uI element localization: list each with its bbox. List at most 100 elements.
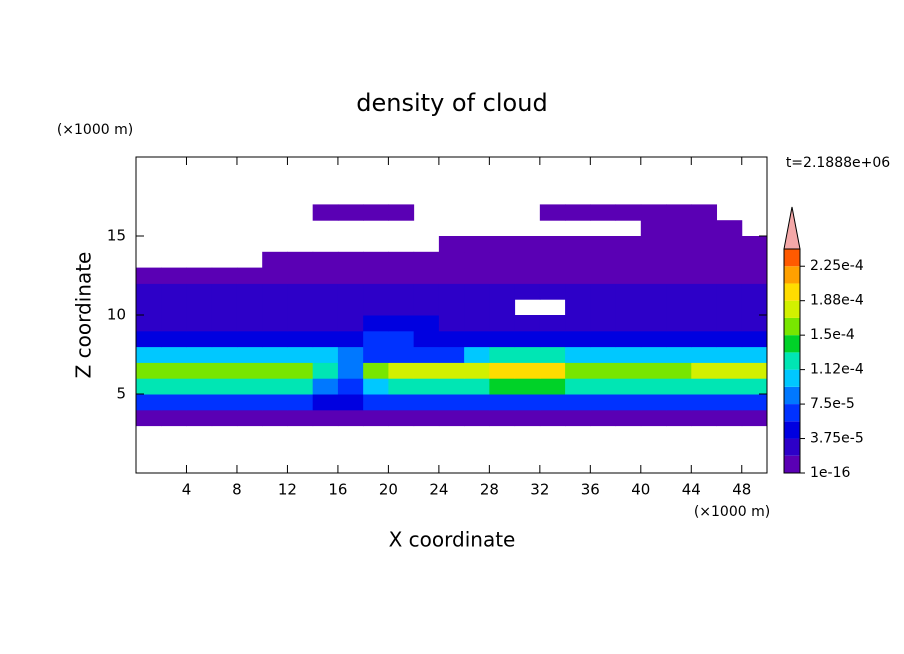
contour-cell (590, 204, 617, 221)
contour-cell (312, 378, 339, 395)
contour-cell (136, 330, 162, 348)
contour-cell (186, 299, 213, 316)
contour-cell (640, 251, 667, 269)
contour-cell (136, 394, 162, 411)
contour-cell (413, 378, 440, 395)
contour-cell (741, 283, 768, 300)
contour-cell (388, 283, 415, 300)
contour-cell (691, 283, 718, 300)
contour-cell (186, 394, 213, 411)
contour-cell (489, 299, 516, 316)
contour-cell (413, 267, 440, 284)
contour-cell (590, 362, 617, 379)
contour-cell (716, 378, 743, 395)
contour-cell (640, 220, 667, 237)
contour-cell (691, 346, 718, 363)
contour-cell (539, 409, 566, 427)
contour-cell (741, 409, 768, 427)
contour-cell (211, 409, 238, 427)
contour-cell (489, 251, 516, 269)
contour-cell (363, 204, 389, 221)
contour-cell (438, 378, 465, 395)
colorbar-tick-label: 1.12e-4 (810, 362, 864, 378)
contour-cell (337, 378, 364, 395)
contour-cell (615, 346, 642, 363)
contour-cell (211, 362, 238, 379)
contour-cell (615, 283, 642, 300)
contour-cell (615, 378, 642, 395)
contour-cell (312, 409, 339, 427)
contour-cell (464, 330, 490, 348)
contour-cell (413, 315, 440, 332)
contour-cell (615, 394, 642, 411)
contour-cell (615, 251, 642, 269)
contour-cell (388, 378, 415, 395)
contour-cell (489, 267, 516, 284)
contour-cell (590, 315, 617, 332)
contour-cell (136, 378, 162, 395)
contour-cell (666, 315, 692, 332)
contour-cell (464, 283, 490, 300)
contour-cell (640, 204, 667, 221)
contour-cell (161, 409, 187, 427)
time-label: t=2.1888e+06 (786, 155, 890, 171)
contour-cell (337, 394, 364, 411)
x-tick-label: 28 (480, 481, 499, 499)
contour-cell (615, 204, 642, 221)
contour-cell (565, 378, 591, 395)
contour-cell (464, 236, 490, 253)
contour-cell (337, 346, 364, 363)
contour-cell (363, 346, 389, 363)
contour-cell (236, 346, 263, 363)
contour-cell (287, 283, 314, 300)
contour-cell (565, 315, 591, 332)
contour-cell (539, 330, 566, 348)
contour-cell (438, 299, 465, 316)
contour-cell (262, 299, 288, 316)
contour-cell (262, 394, 288, 411)
contour-cell (363, 283, 389, 300)
x-tick-label: 24 (429, 481, 448, 499)
contour-cell (514, 378, 541, 395)
contour-cell (716, 220, 743, 237)
contour-cell (666, 204, 692, 221)
contour-cell (666, 346, 692, 363)
contour-cell (741, 315, 768, 332)
contour-cell (691, 236, 718, 253)
contour-cell (186, 409, 213, 427)
contour-cell (337, 283, 364, 300)
contour-cell (615, 409, 642, 427)
contour-cell (640, 330, 667, 348)
contour-cell (514, 236, 541, 253)
contour-cell (337, 409, 364, 427)
contour-cell (337, 267, 364, 284)
contour-cell (640, 346, 667, 363)
colorbar-band (784, 455, 800, 473)
contour-cell (514, 315, 541, 332)
colorbar-band (784, 386, 800, 405)
y-unit: (×1000 m) (57, 122, 133, 138)
contour-cell (337, 299, 364, 316)
contour-cell (590, 299, 617, 316)
contour-cell (691, 394, 718, 411)
contour-cell (691, 315, 718, 332)
contour-cell (565, 394, 591, 411)
contour-cell (691, 378, 718, 395)
contour-cell (388, 251, 415, 269)
y-axis-label: Z coordinate (72, 252, 96, 379)
contour-cell (666, 409, 692, 427)
contour-cell (363, 330, 389, 348)
y-tick-label: 10 (107, 306, 126, 324)
x-tick-label: 4 (182, 481, 192, 499)
contour-cell (741, 267, 768, 284)
contour-cell (489, 315, 516, 332)
contour-cell (413, 346, 440, 363)
contour-cell (363, 394, 389, 411)
contour-cell (186, 378, 213, 395)
contour-cell (161, 315, 187, 332)
contour-cell (489, 362, 516, 379)
y-tick-label: 5 (116, 385, 126, 403)
contour-cell (312, 267, 339, 284)
contour-cell (640, 315, 667, 332)
contour-cell (514, 267, 541, 284)
